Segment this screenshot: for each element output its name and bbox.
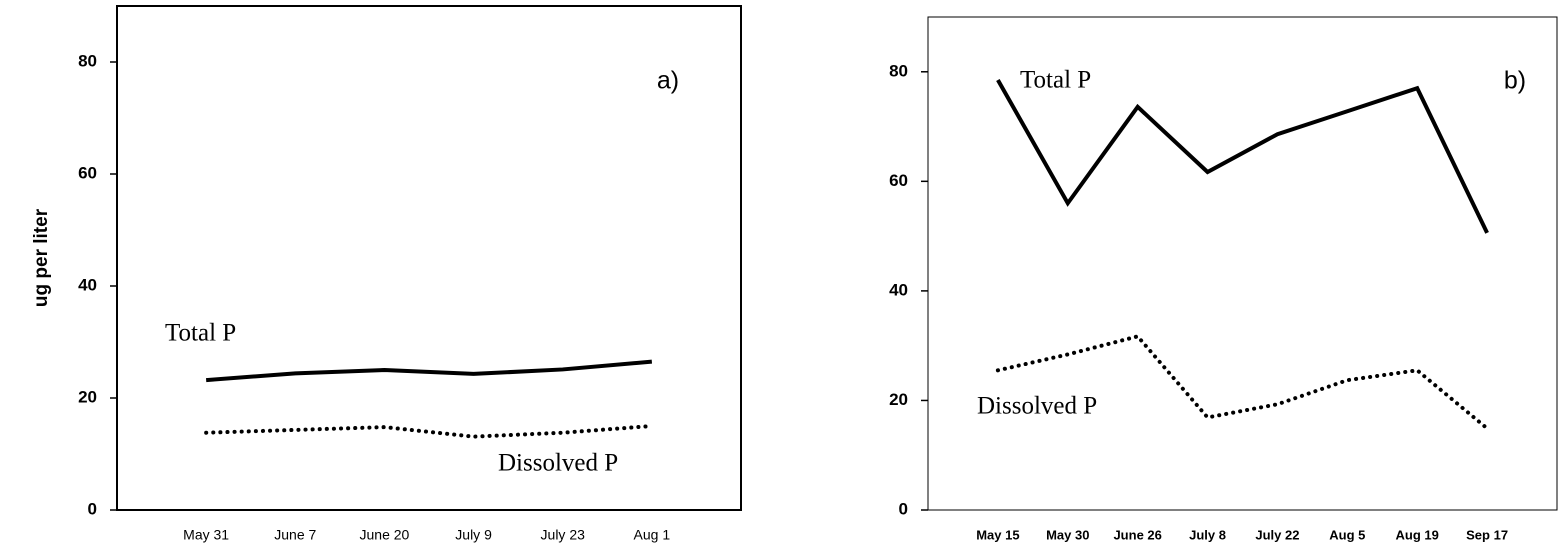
y-tick-label: 20 bbox=[889, 390, 908, 409]
x-tick-label: May 30 bbox=[1046, 527, 1089, 542]
series-label: Dissolved P bbox=[498, 450, 618, 477]
y-axis-label: ug per liter bbox=[31, 208, 52, 307]
x-tick-label: Aug 1 bbox=[634, 527, 671, 543]
panel-label: a) bbox=[657, 67, 679, 95]
x-tick-label: May 15 bbox=[976, 527, 1019, 542]
x-tick-label: June 20 bbox=[360, 527, 410, 543]
x-tick-label: Sep 17 bbox=[1466, 527, 1508, 542]
x-tick-label: May 31 bbox=[183, 527, 229, 543]
x-tick-label: Aug 5 bbox=[1329, 527, 1365, 542]
x-tick-label: Aug 19 bbox=[1396, 527, 1439, 542]
series-line bbox=[205, 359, 653, 383]
x-tick-label: July 9 bbox=[455, 527, 492, 543]
y-tick-label: 0 bbox=[88, 499, 97, 518]
y-tick-label: 20 bbox=[78, 387, 97, 406]
series-label: Dissolved P bbox=[977, 393, 1097, 420]
x-tick-label: July 8 bbox=[1189, 527, 1226, 542]
plot-frame bbox=[927, 16, 1558, 511]
panel-label: b) bbox=[1504, 67, 1526, 95]
y-tick-label: 60 bbox=[889, 171, 908, 190]
series-line bbox=[995, 334, 1490, 431]
x-tick-label: June 26 bbox=[1113, 527, 1161, 542]
y-tick-label: 80 bbox=[78, 51, 97, 70]
plot-frame bbox=[116, 5, 742, 511]
y-tick-label: 80 bbox=[889, 61, 908, 80]
y-tick-label: 40 bbox=[78, 275, 97, 294]
x-tick-label: July 22 bbox=[1255, 527, 1299, 542]
series-label: Total P bbox=[165, 320, 236, 347]
series-label: Total P bbox=[1020, 67, 1091, 94]
series-line bbox=[204, 424, 654, 439]
x-tick-label: June 7 bbox=[274, 527, 316, 543]
y-tick-label: 0 bbox=[899, 499, 908, 518]
series-line bbox=[996, 79, 1489, 234]
y-tick-label: 40 bbox=[889, 280, 908, 299]
x-tick-label: July 23 bbox=[541, 527, 586, 543]
y-tick-label: 60 bbox=[78, 163, 97, 182]
